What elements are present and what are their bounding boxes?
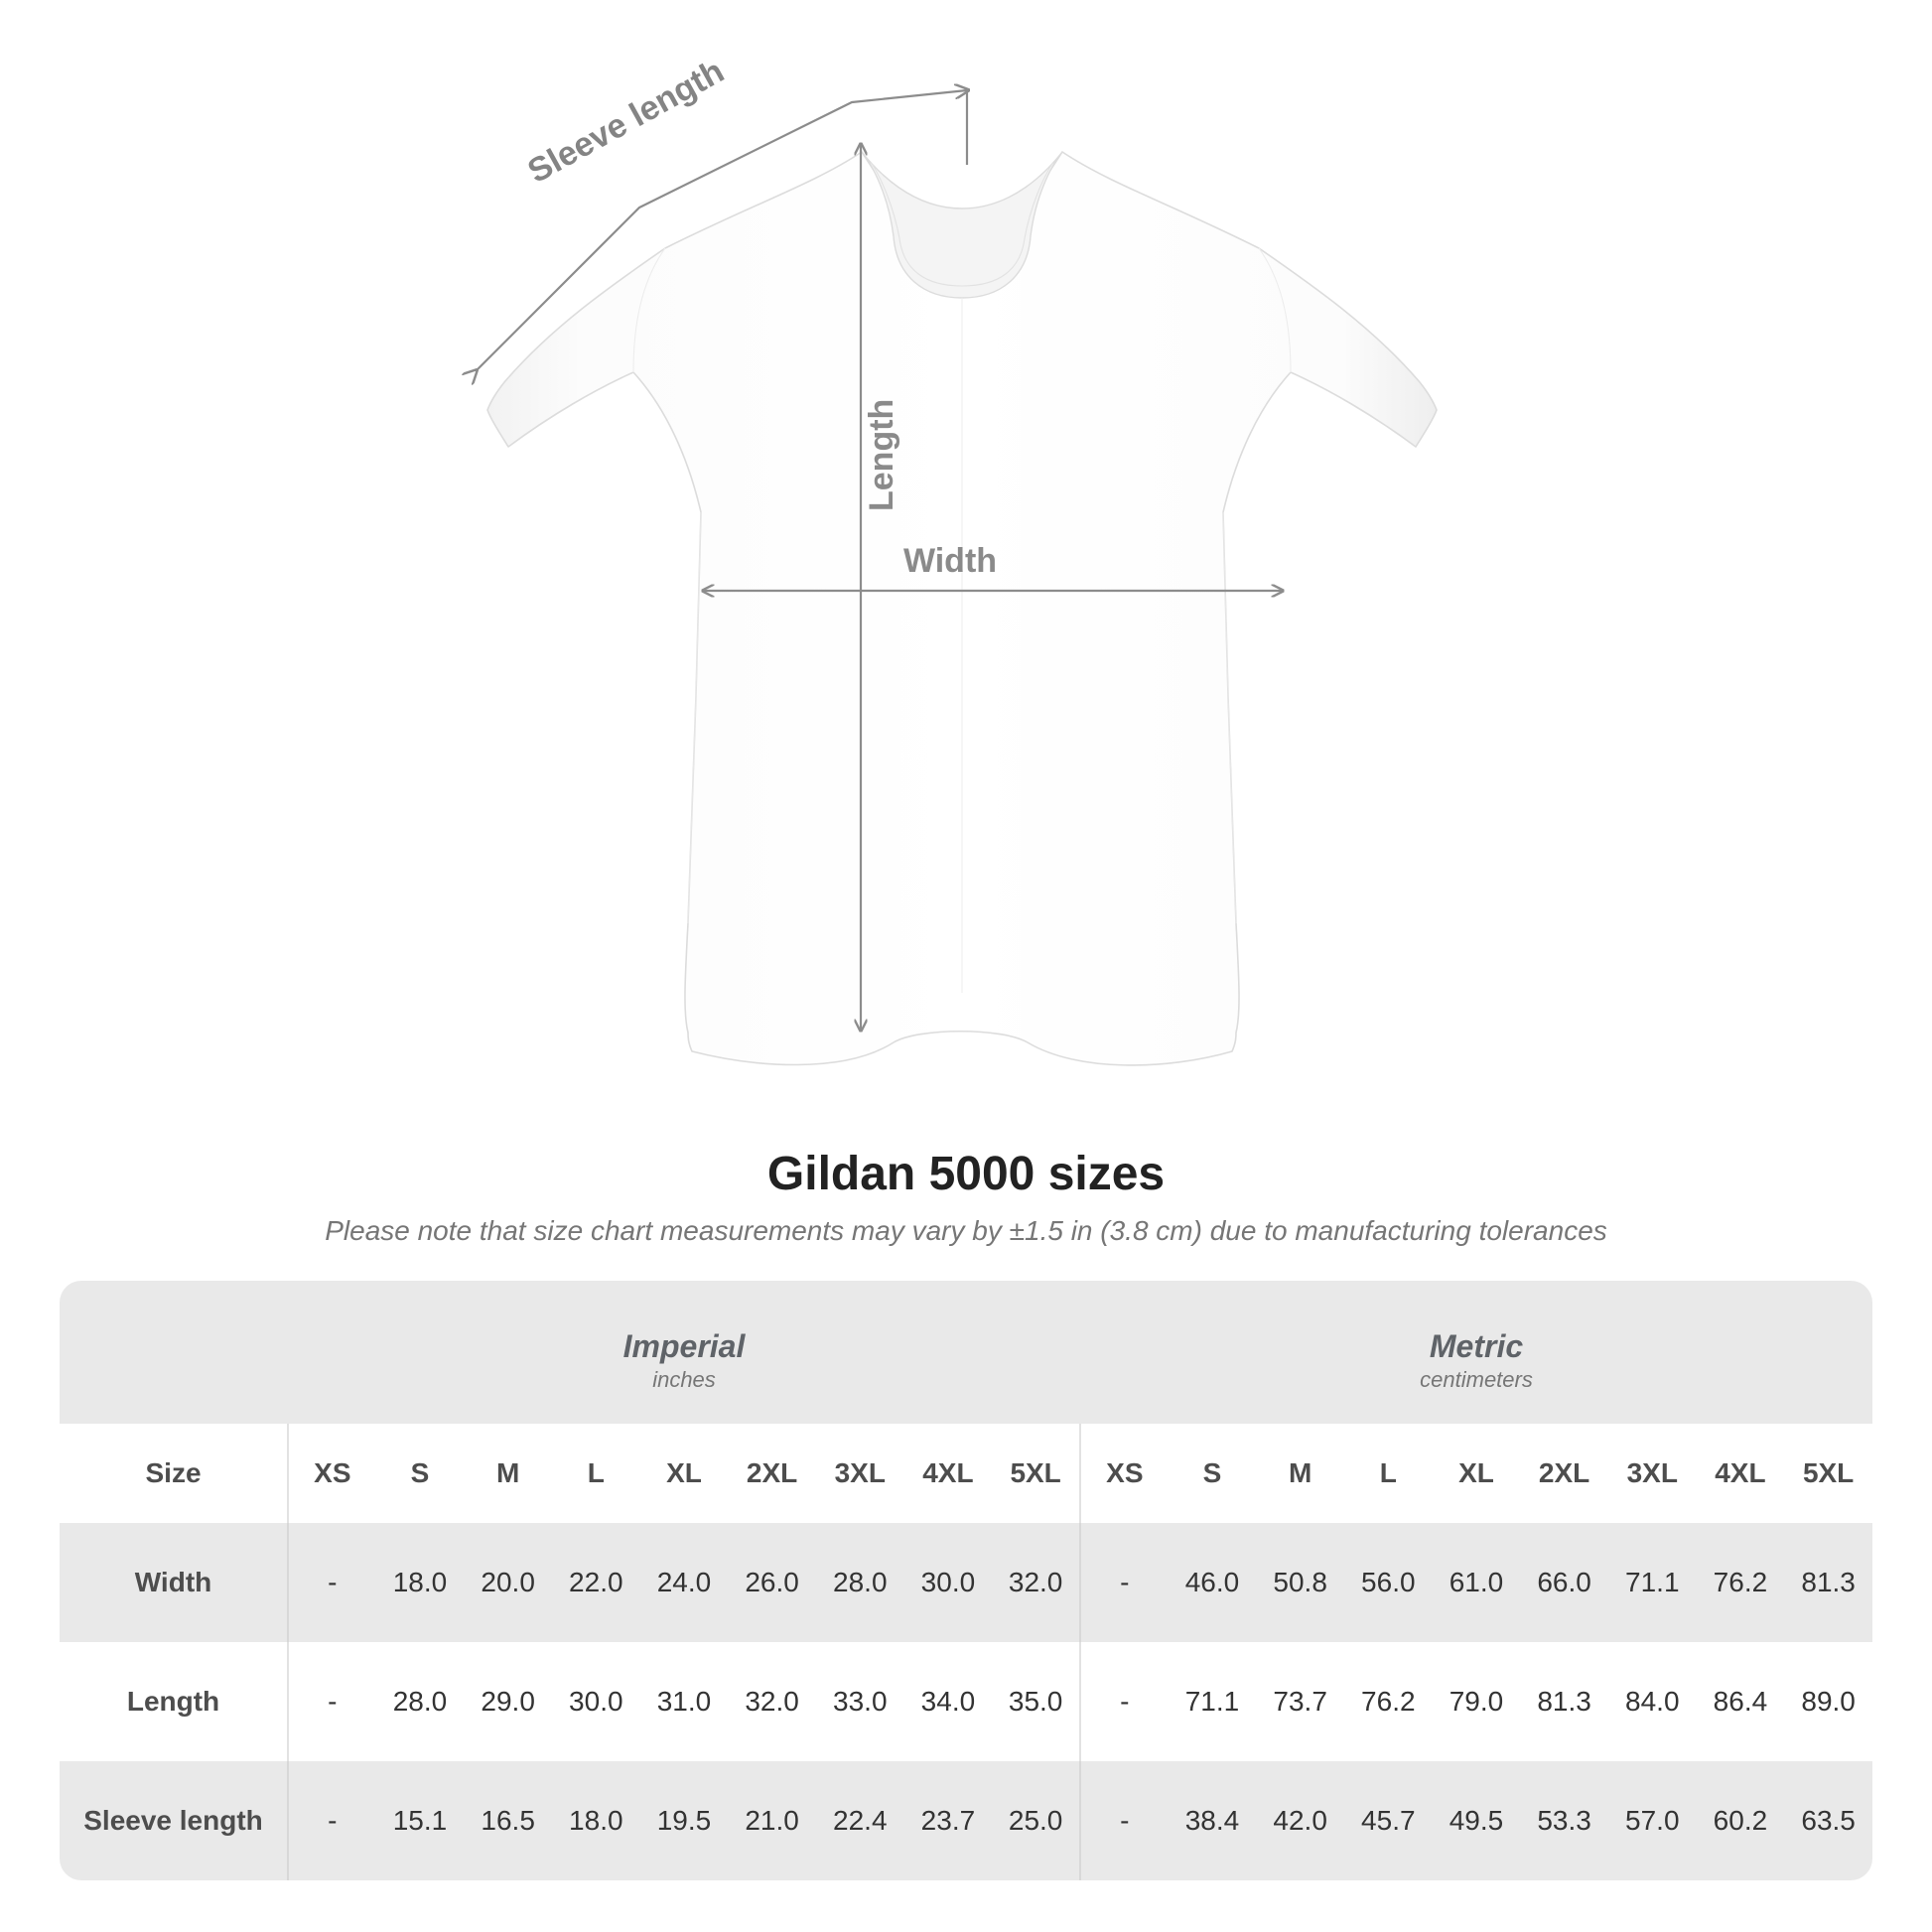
svg-text:Length: Length (863, 399, 900, 511)
svg-text:Sleeve length: Sleeve length (521, 52, 730, 191)
svg-text:Width: Width (903, 542, 997, 580)
